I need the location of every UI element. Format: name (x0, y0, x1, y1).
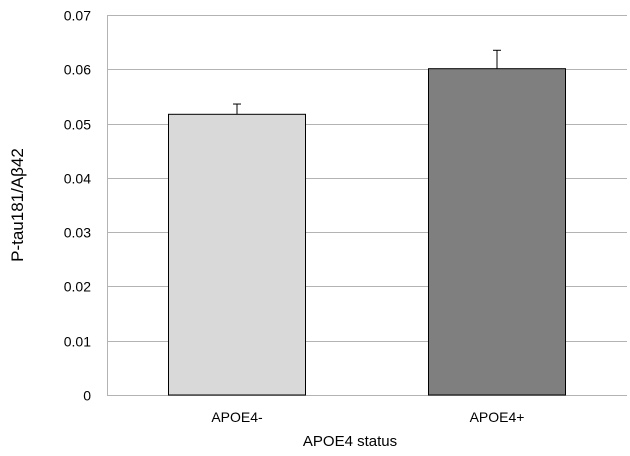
y-tick-label: 0.01 (64, 334, 91, 350)
x-tick-labels: APOE4- APOE4+ (211, 409, 524, 425)
bars (168, 68, 566, 396)
y-tick-label: 0.04 (64, 171, 91, 187)
y-tick-label: 0.03 (64, 225, 91, 241)
y-tick-label: 0.07 (64, 8, 91, 24)
y-tick-label: 0.06 (64, 62, 91, 78)
bar-APOE4- (168, 113, 306, 396)
y-tick-label: 0.02 (64, 279, 91, 295)
error-bars (233, 49, 501, 115)
bar-APOE4+ (428, 68, 566, 396)
y-axis-title: P-tau181/Aβ42 (8, 148, 27, 262)
x-tick-label: APOE4- (211, 409, 263, 425)
y-tick-label: 0.05 (64, 117, 91, 133)
y-tick-labels: 0 0.01 0.02 0.03 0.04 0.05 0.06 0.07 (64, 8, 91, 404)
x-axis-title: APOE4 status (303, 433, 397, 450)
y-tick-label: 0 (83, 388, 91, 404)
x-tick-label: APOE4+ (470, 409, 525, 425)
